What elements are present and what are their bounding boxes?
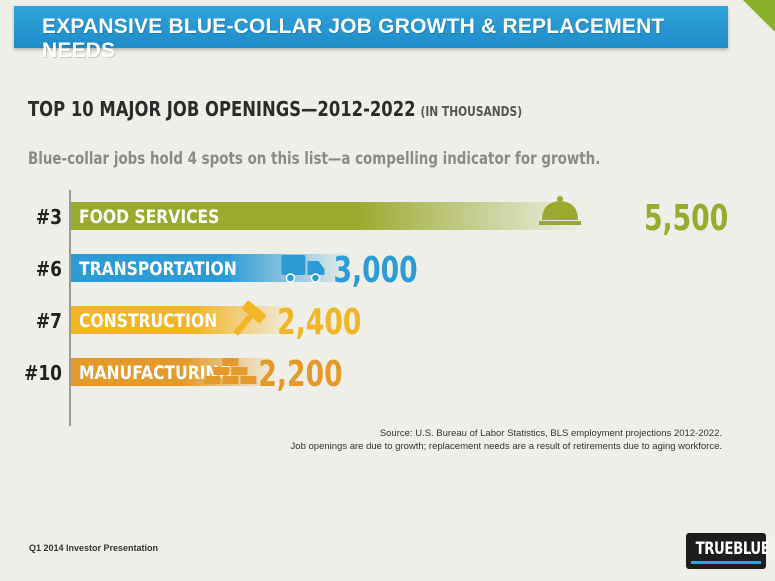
bar [71, 254, 353, 282]
bar-chart: #3 FOOD SERVICES 5,500 #6 TRANSPORTATION 3,00… [24, 190, 728, 426]
logo-underline [691, 561, 761, 564]
truck-icon [281, 255, 325, 283]
value-label: 3,000 [333, 250, 417, 291]
rank-label: #10 [24, 363, 62, 386]
chart-title: TOP 10 MAJOR JOB OPENINGS—2012-2022 (IN T… [28, 97, 522, 121]
footer-label: Q1 2014 Investor Presentation [29, 543, 159, 553]
rank-label: #3 [36, 207, 62, 230]
banner-title: EXPANSIVE BLUE-COLLAR JOB GROWTH & REPLA… [42, 15, 665, 62]
corner-accent [743, 0, 775, 32]
title-banner: EXPANSIVE BLUE-COLLAR JOB GROWTH & REPLA… [14, 6, 728, 62]
bar [71, 202, 587, 230]
category-label: CONSTRUCTION [79, 311, 217, 333]
chart-unit: (IN THOUSANDS) [420, 105, 523, 120]
source-line-1: Source: U.S. Bureau of Labor Statistics,… [379, 428, 722, 439]
chart-title-text: TOP 10 MAJOR JOB OPENINGS—2012-2022 [28, 97, 416, 121]
value-label: 5,500 [644, 198, 728, 239]
hammer-icon [233, 300, 266, 336]
value-label: 2,400 [277, 302, 361, 343]
bricks-icon [204, 358, 257, 384]
logo-text: TRUEBLUE [695, 539, 770, 559]
trueblue-logo: TRUEBLUE [687, 534, 770, 568]
rank-label: #7 [36, 311, 62, 334]
value-label: 2,200 [258, 354, 342, 395]
category-label: TRANSPORTATION [79, 259, 237, 281]
rank-label: #6 [36, 259, 62, 282]
source-line-2: Job openings are due to growth; replacem… [290, 441, 722, 452]
cloche-icon [539, 196, 581, 225]
category-label: MANUFACTURING [79, 363, 231, 385]
category-label: FOOD SERVICES [79, 207, 219, 229]
chart-subtitle: Blue-collar jobs hold 4 spots on this li… [28, 149, 601, 169]
source-note: Source: U.S. Bureau of Labor Statistics,… [291, 427, 722, 453]
